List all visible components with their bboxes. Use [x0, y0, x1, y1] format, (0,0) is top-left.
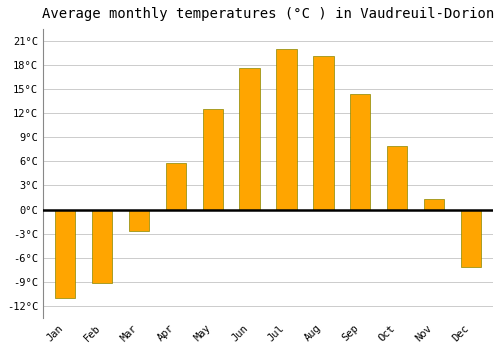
Bar: [202, 109, 223, 210]
Bar: [313, 56, 334, 210]
Bar: [240, 68, 260, 210]
Bar: [276, 49, 296, 210]
Bar: [461, 210, 481, 267]
Bar: [55, 210, 76, 298]
Bar: [424, 199, 444, 210]
Title: Average monthly temperatures (°C ) in Vaudreuil-Dorion: Average monthly temperatures (°C ) in Va…: [42, 7, 494, 21]
Bar: [387, 146, 407, 210]
Bar: [129, 210, 149, 231]
Bar: [350, 94, 370, 210]
Bar: [92, 210, 112, 282]
Bar: [166, 163, 186, 210]
